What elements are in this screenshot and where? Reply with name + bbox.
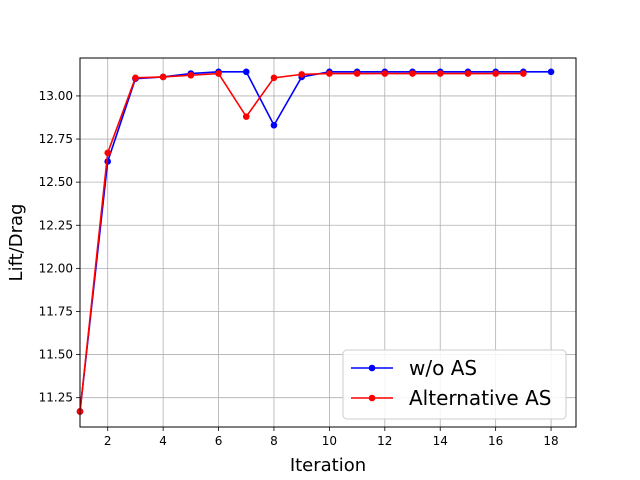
x-tick-label: 14 bbox=[433, 434, 448, 448]
series-point bbox=[270, 121, 278, 129]
legend: w/o AS Alternative AS bbox=[342, 349, 567, 420]
x-tick-label: 18 bbox=[543, 434, 558, 448]
y-tick-label: 11.50 bbox=[39, 348, 73, 362]
x-tick-label: 8 bbox=[270, 434, 278, 448]
series-point bbox=[353, 70, 361, 77]
series-point bbox=[187, 71, 195, 79]
series-point bbox=[242, 68, 250, 76]
series-point bbox=[132, 74, 139, 82]
legend-marker bbox=[368, 364, 376, 372]
ticks: 2 4 6 8 10 12 14 16 18 11.25 11.50 11.75 12.00 12.25 1… bbox=[39, 89, 559, 448]
series-point bbox=[436, 70, 444, 77]
series-point bbox=[492, 70, 499, 77]
y-tick-label: 12.75 bbox=[39, 132, 73, 146]
legend-label: w/o AS bbox=[409, 356, 477, 380]
legend-box bbox=[342, 349, 567, 420]
x-axis-label: Iteration bbox=[290, 455, 366, 476]
series-point bbox=[215, 70, 222, 77]
series-layer bbox=[76, 68, 555, 415]
y-axis-label: Lift/Drag bbox=[6, 204, 27, 282]
series-point bbox=[520, 70, 527, 77]
y-tick-label: 13.00 bbox=[39, 89, 73, 103]
y-tick-label: 12.50 bbox=[39, 175, 73, 189]
x-tick-label: 16 bbox=[488, 434, 503, 448]
legend-label: Alternative AS bbox=[409, 386, 551, 410]
series-point bbox=[242, 113, 250, 120]
x-tick-label: 2 bbox=[104, 434, 112, 448]
x-tick-label: 10 bbox=[322, 434, 337, 448]
x-tick-label: 4 bbox=[159, 434, 167, 448]
y-tick-label: 11.75 bbox=[39, 304, 73, 318]
series-point bbox=[464, 70, 472, 77]
series-point bbox=[159, 73, 167, 81]
series-point bbox=[326, 70, 333, 77]
y-tick-label: 12.25 bbox=[39, 218, 73, 232]
series-point bbox=[298, 71, 305, 78]
series-point bbox=[104, 149, 112, 157]
plot-frame bbox=[79, 57, 577, 428]
series-point bbox=[381, 70, 389, 77]
y-tick-label: 11.25 bbox=[39, 391, 73, 405]
series-point bbox=[409, 70, 416, 77]
x-tick-label: 12 bbox=[377, 434, 392, 448]
y-tick-label: 12.00 bbox=[39, 261, 73, 275]
legend-marker bbox=[368, 394, 376, 402]
x-tick-label: 6 bbox=[215, 434, 223, 448]
series-point bbox=[547, 68, 555, 76]
series-point bbox=[270, 74, 278, 82]
